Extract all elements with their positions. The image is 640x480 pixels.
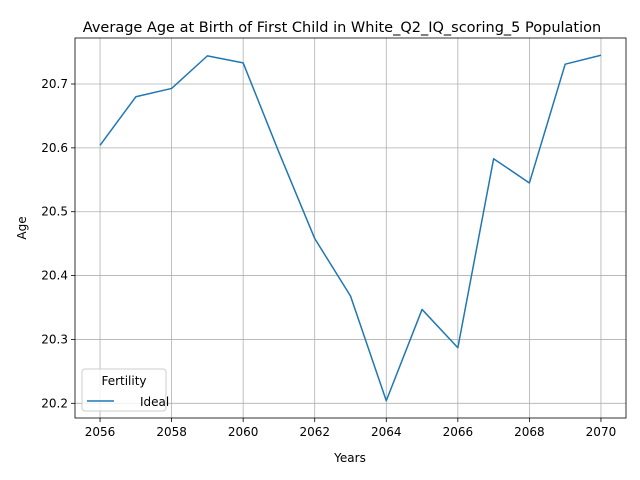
legend-label-ideal: Ideal [140, 395, 169, 409]
x-axis-label: Years [333, 451, 366, 465]
grid-lines [75, 38, 626, 418]
x-tick-label: 2056 [85, 425, 116, 439]
legend-title: Fertility [101, 374, 146, 388]
x-tick-label: 2058 [156, 425, 187, 439]
x-tick-label: 2070 [586, 425, 617, 439]
y-tick-label: 20.6 [41, 141, 68, 155]
x-tick-label: 2060 [228, 425, 259, 439]
series-line-ideal [99, 54, 602, 402]
x-tick-label: 2062 [299, 425, 330, 439]
plot-frame [74, 37, 627, 419]
x-tick-label: 2064 [371, 425, 402, 439]
y-tick-label: 20.2 [41, 396, 68, 410]
y-tick-label: 20.7 [41, 77, 68, 91]
series-layer [99, 54, 602, 402]
x-tick-label: 2068 [514, 425, 545, 439]
axis-ticks: 2056 2058 2060 2062 2064 2066 2068 2070 20.2 20.3… [41, 77, 616, 439]
chart-title: Average Age at Birth of First Child in W… [83, 20, 601, 36]
y-tick-label: 20.5 [41, 205, 68, 219]
y-tick-label: 20.3 [41, 332, 68, 346]
x-tick-label: 2066 [443, 425, 474, 439]
y-axis-label: Age [15, 216, 29, 239]
y-tick-label: 20.4 [41, 269, 68, 283]
legend: Fertility Ideal [81, 368, 169, 412]
